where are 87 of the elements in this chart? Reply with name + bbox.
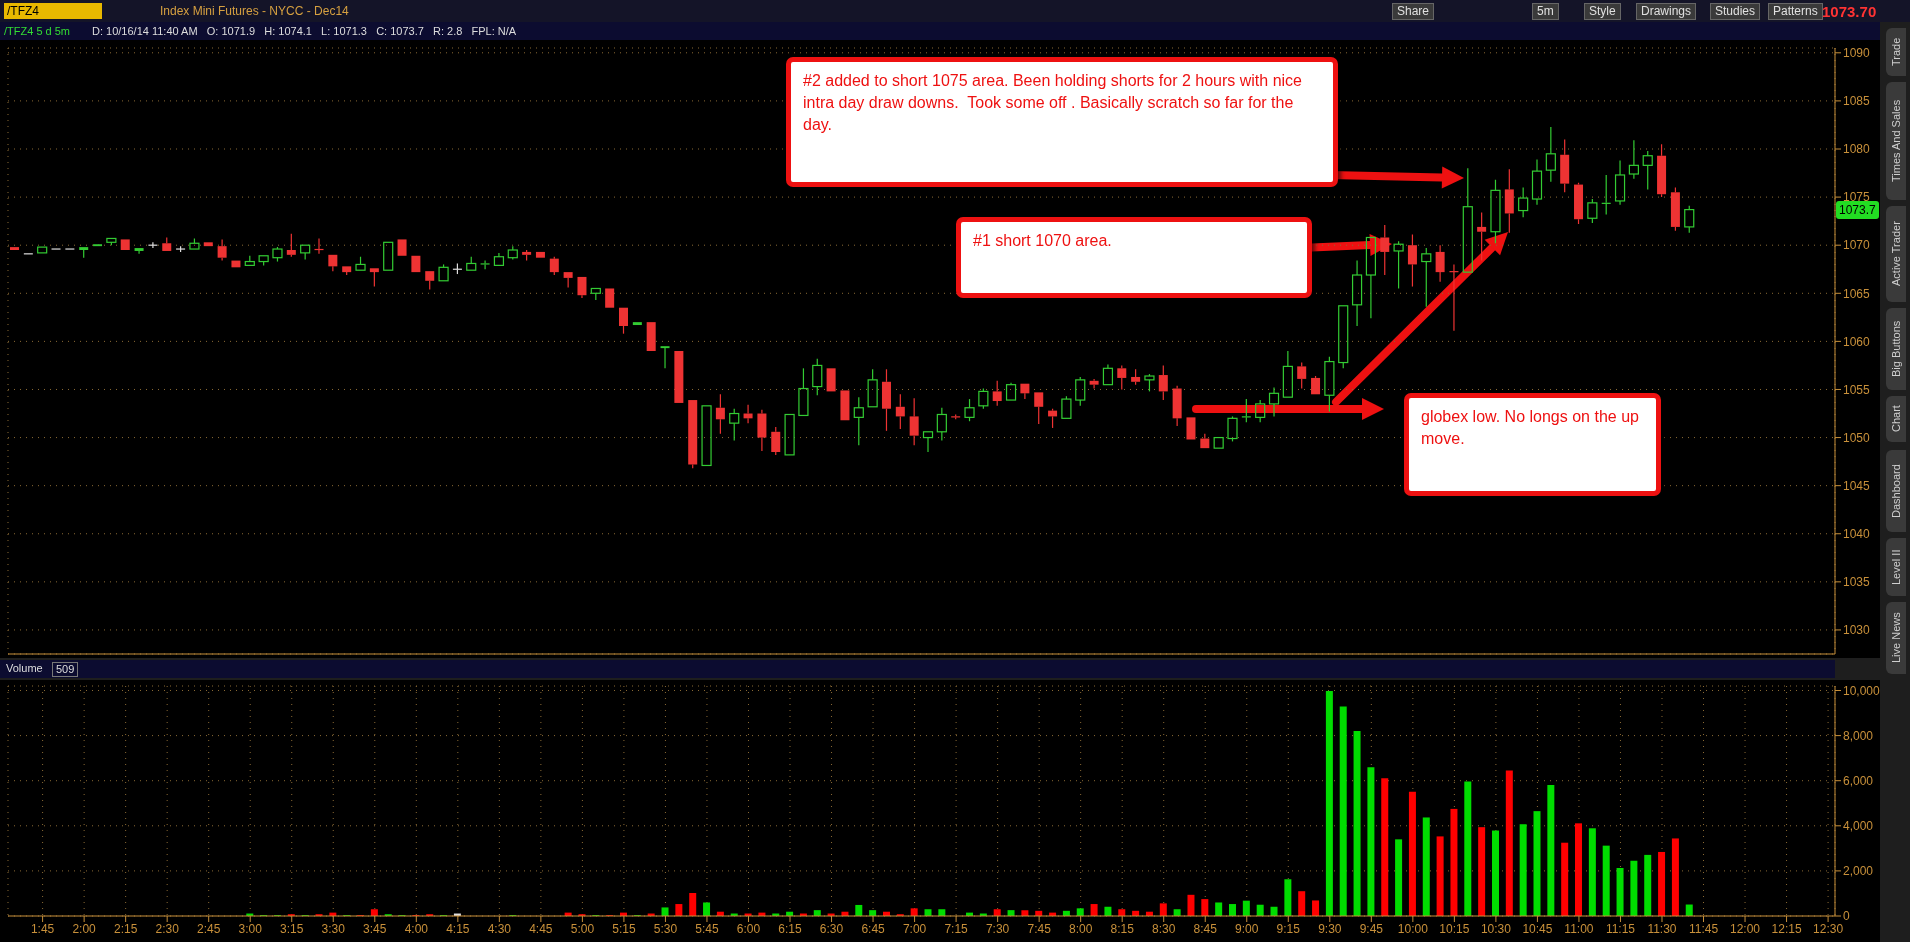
x-tick-label: 2:45	[197, 921, 221, 936]
x-tick-label: 1:45	[30, 921, 55, 936]
x-tick-label: 4:00	[404, 921, 429, 936]
x-tick-label: 7:30	[985, 921, 1010, 936]
annotation: globex low. No longs on the up move.	[1421, 407, 1640, 449]
annotation: #2 added to short 1075 area. Been holding shorts for 2 hours with nice intra day draw downs. Took some off . Basically scratch so far for the day.	[803, 71, 1303, 135]
y-tick-label: 1045	[1843, 478, 1871, 493]
x-tick-label: 5:15	[612, 921, 636, 936]
x-tick-label: 12:00	[1730, 921, 1761, 936]
x-tick-label: 11:45	[1688, 921, 1719, 936]
y-tick-label: 10,000	[1843, 683, 1881, 698]
text: Style	[1584, 3, 1621, 20]
text: Patterns	[1768, 3, 1823, 20]
x-tick-label: 6:15	[778, 921, 803, 936]
text: Share	[1392, 3, 1435, 20]
y-tick-label: 1085	[1843, 94, 1871, 109]
x-tick-label: 12:15	[1771, 921, 1802, 936]
chart-title: Index Mini Futures - NYCC - Dec14	[160, 4, 349, 18]
text: Dashboard	[1886, 450, 1906, 532]
text: 509	[52, 662, 79, 677]
x-tick-label: 9:15	[1276, 921, 1301, 936]
text: Level II	[1886, 538, 1906, 596]
x-tick-label: 10:15	[1439, 921, 1470, 936]
x-tick-label: 4:45	[529, 921, 553, 936]
y-tick-label: 1080	[1843, 142, 1871, 157]
x-tick-label: 11:15	[1605, 921, 1636, 936]
x-tick-label: 3:00	[238, 921, 263, 936]
text: Trade	[1886, 28, 1906, 76]
chart-title: Volume	[6, 662, 43, 674]
y-tick-label: 1060	[1843, 334, 1871, 349]
x-tick-label: 9:00	[1235, 921, 1259, 936]
x-tick-label: 10:30	[1480, 921, 1512, 936]
text: /TFZ4 5 d 5m	[4, 25, 71, 37]
x-tick-label: 6:45	[861, 921, 886, 936]
x-tick-label: 3:15	[280, 921, 304, 936]
chart-subtitle: D: 10/16/14 11:40 AM O: 1071.9 H: 1074.1 L: 1071.3 C: 1073.7 R: 2.8 FPL: N/A	[92, 25, 517, 37]
x-tick-label: 3:30	[321, 921, 346, 936]
text: 1073.70	[1822, 3, 1877, 20]
x-tick-label: 4:30	[487, 921, 512, 936]
text: Chart	[1886, 396, 1906, 442]
y-tick-label: 1055	[1843, 382, 1871, 397]
text: /TFZ4	[4, 3, 102, 19]
x-tick-label: 5:45	[695, 921, 719, 936]
x-tick-label: 2:00	[72, 921, 97, 936]
y-tick-label: 2,000	[1843, 864, 1874, 879]
x-tick-label: 10:45	[1522, 921, 1553, 936]
x-tick-label: 2:30	[155, 921, 180, 936]
y-tick-label: 1030	[1843, 623, 1871, 638]
y-tick-label: 0	[1843, 909, 1850, 924]
text: Times And Sales	[1886, 82, 1906, 200]
text: Big Buttons	[1886, 308, 1906, 390]
annotation: 1073.7	[1836, 200, 1879, 219]
y-tick-label: 1040	[1843, 527, 1871, 542]
y-tick-label: 1070	[1843, 238, 1871, 253]
y-tick-label: 1090	[1843, 46, 1871, 61]
text: Studies	[1710, 3, 1761, 20]
x-tick-label: 10:00	[1397, 921, 1429, 936]
x-tick-label: 6:00	[736, 921, 761, 936]
y-tick-label: 1065	[1843, 286, 1871, 301]
y-tick-label: 8,000	[1843, 728, 1874, 743]
y-tick-label: 4,000	[1843, 819, 1874, 834]
x-tick-label: 9:30	[1318, 921, 1342, 936]
x-tick-label: 8:15	[1110, 921, 1135, 936]
x-tick-label: 8:45	[1193, 921, 1218, 936]
x-tick-label: 5:30	[653, 921, 678, 936]
text: Active Trader	[1886, 206, 1906, 302]
y-tick-label: 1035	[1843, 575, 1871, 590]
x-tick-label: 9:45	[1359, 921, 1384, 936]
x-tick-label: 7:45	[1027, 921, 1052, 936]
text: Drawings	[1636, 3, 1697, 20]
x-tick-label: 8:00	[1068, 921, 1093, 936]
x-tick-label: 11:30	[1647, 921, 1677, 936]
y-tick-label: 6,000	[1843, 773, 1874, 788]
x-tick-label: 5:00	[570, 921, 595, 936]
x-tick-label: 8:30	[1152, 921, 1176, 936]
text: Live News	[1886, 602, 1906, 674]
x-tick-label: 11:00	[1564, 921, 1594, 936]
x-tick-label: 7:15	[944, 921, 969, 936]
x-tick-label: 12:30	[1813, 921, 1844, 936]
y-tick-label: 1050	[1843, 430, 1871, 445]
x-tick-label: 3:45	[363, 921, 387, 936]
x-tick-label: 6:30	[819, 921, 844, 936]
x-tick-label: 7:00	[902, 921, 927, 936]
annotation: #1 short 1070 area.	[973, 231, 1113, 251]
x-tick-label: 2:15	[113, 921, 138, 936]
text: 5m	[1532, 3, 1559, 20]
x-tick-label: 4:15	[446, 921, 470, 936]
